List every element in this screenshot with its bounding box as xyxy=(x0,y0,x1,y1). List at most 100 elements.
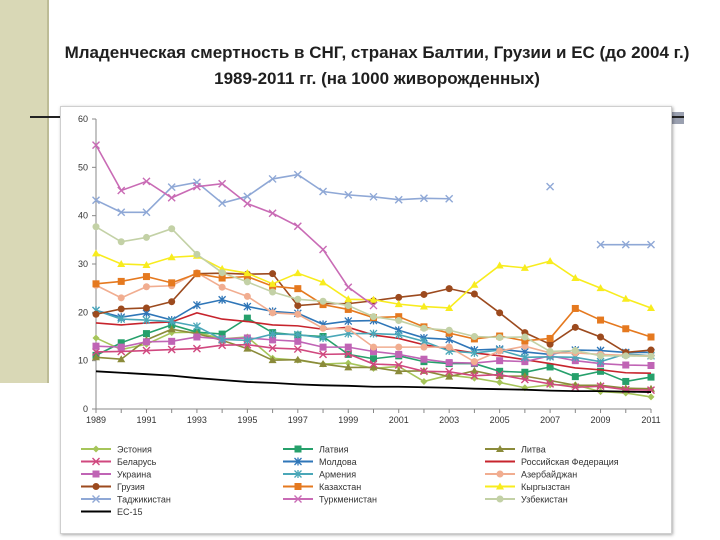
data-point xyxy=(495,261,504,269)
data-point xyxy=(395,350,403,358)
data-point xyxy=(496,378,504,386)
data-point xyxy=(142,330,150,338)
x-tick-label: 2005 xyxy=(490,415,510,425)
data-point xyxy=(319,350,328,359)
data-point xyxy=(319,278,328,286)
x-tick-label: 2007 xyxy=(540,415,560,425)
data-point xyxy=(293,330,302,339)
data-point xyxy=(192,301,201,310)
data-point xyxy=(218,274,226,282)
data-point xyxy=(192,322,201,331)
data-point xyxy=(496,357,504,365)
legend-label: Азербайджан xyxy=(521,470,577,480)
x-tick-label: 2001 xyxy=(389,415,409,425)
data-point xyxy=(92,280,100,288)
data-point xyxy=(419,302,428,310)
data-point xyxy=(167,317,176,326)
legend-label: Туркменистан xyxy=(319,495,377,505)
data-point xyxy=(419,194,428,203)
data-point xyxy=(420,324,428,332)
data-point xyxy=(218,283,226,291)
data-point xyxy=(344,359,352,367)
data-point xyxy=(520,263,529,271)
data-point xyxy=(344,283,353,292)
data-point xyxy=(420,355,428,363)
data-point xyxy=(395,317,403,325)
data-point xyxy=(369,301,378,310)
data-point xyxy=(243,302,252,311)
data-point xyxy=(597,316,605,324)
data-point xyxy=(117,208,126,217)
data-point xyxy=(571,304,579,312)
data-point xyxy=(294,295,302,303)
data-point xyxy=(344,343,352,351)
data-point xyxy=(293,355,302,363)
data-point xyxy=(420,343,428,351)
data-point xyxy=(369,192,378,201)
data-point xyxy=(470,348,479,357)
data-point xyxy=(92,310,100,318)
title-rule-left xyxy=(30,116,60,118)
data-point xyxy=(369,329,378,338)
data-point xyxy=(268,174,277,183)
y-tick-label: 30 xyxy=(78,259,88,269)
data-point xyxy=(92,141,100,150)
legend-label: Латвия xyxy=(319,445,349,455)
data-point xyxy=(92,196,100,205)
data-point xyxy=(496,445,504,452)
data-point xyxy=(394,361,403,370)
data-point xyxy=(597,367,605,375)
data-point xyxy=(395,343,403,351)
data-point xyxy=(370,355,377,363)
data-point xyxy=(596,284,605,292)
data-point xyxy=(622,352,630,360)
data-point xyxy=(395,293,403,301)
x-tick-label: 1991 xyxy=(136,415,156,425)
data-point xyxy=(294,457,302,466)
data-point xyxy=(243,292,251,300)
data-point xyxy=(395,313,403,321)
data-point xyxy=(344,325,352,333)
data-point xyxy=(496,470,504,478)
data-point xyxy=(243,192,252,201)
data-point xyxy=(294,495,302,503)
data-point xyxy=(142,177,151,186)
data-point xyxy=(294,310,302,318)
data-point xyxy=(243,336,252,345)
data-point xyxy=(546,379,555,388)
data-point xyxy=(496,495,504,503)
data-point xyxy=(470,366,479,374)
data-point xyxy=(168,279,176,287)
data-point xyxy=(445,285,453,293)
y-tick-label: 40 xyxy=(78,211,88,221)
data-point xyxy=(142,208,151,217)
data-point xyxy=(344,349,353,358)
data-point xyxy=(470,358,478,366)
data-point xyxy=(445,194,454,203)
data-point xyxy=(344,295,353,303)
legend-label: Узбекистан xyxy=(521,495,568,505)
data-point xyxy=(243,199,252,208)
data-point xyxy=(597,352,605,360)
data-point xyxy=(470,371,479,380)
legend-label: Кыргызстан xyxy=(521,482,570,492)
data-point xyxy=(92,445,100,453)
data-point xyxy=(496,333,504,341)
data-point xyxy=(117,339,125,347)
data-point xyxy=(293,222,302,231)
data-point xyxy=(293,269,302,277)
x-tick-label: 1989 xyxy=(86,415,106,425)
data-point xyxy=(142,233,150,241)
data-point xyxy=(369,363,378,371)
data-point xyxy=(344,190,353,199)
legend-label: Таджикистан xyxy=(117,495,171,505)
data-point xyxy=(167,193,176,202)
data-point xyxy=(92,483,100,490)
x-tick-label: 2011 xyxy=(641,415,660,425)
data-point xyxy=(546,334,554,342)
data-point xyxy=(370,313,377,321)
data-point xyxy=(520,375,529,384)
data-point xyxy=(294,445,302,453)
data-point xyxy=(92,334,100,342)
line-chart: 0 10 20 30 40 50 60 1989 1991 1993 1995 1997 1999 200… xyxy=(78,114,661,517)
